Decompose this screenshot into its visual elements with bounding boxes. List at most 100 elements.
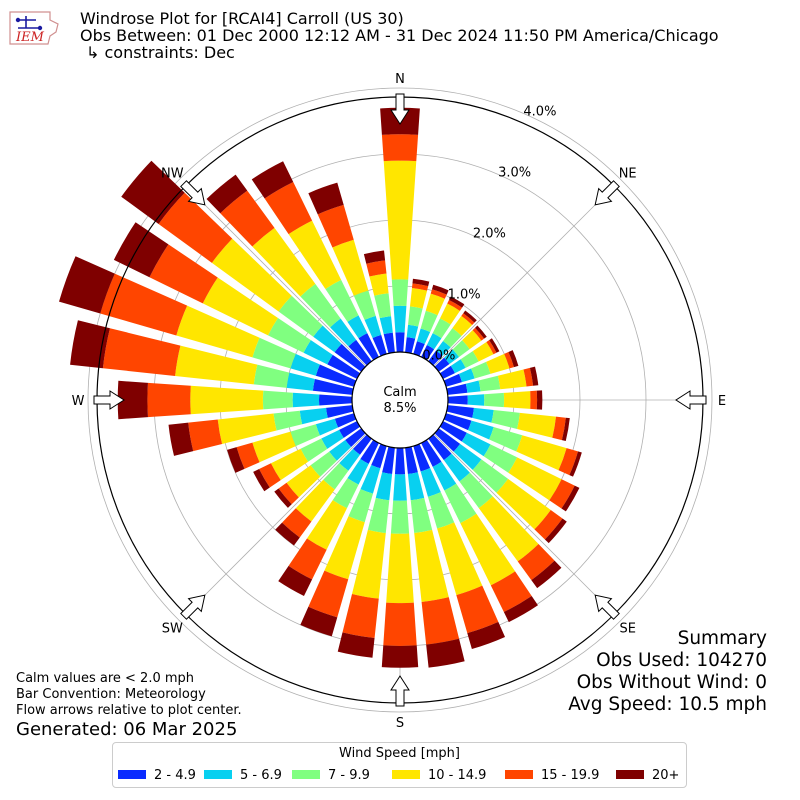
chart-constraints: ↳ constraints: Dec xyxy=(86,43,235,62)
windrose-bar-segment xyxy=(113,222,169,278)
windrose-bar-segment xyxy=(348,339,372,366)
windrose-bar-segment xyxy=(176,305,260,358)
windrose-bar-segment xyxy=(375,472,393,501)
windrose-bar-segment xyxy=(347,459,369,485)
windrose-bar-segment xyxy=(59,256,115,314)
windrose-bar-segment xyxy=(327,354,361,379)
windrose-bar-segment xyxy=(461,313,475,325)
windrose-bar-segment xyxy=(416,328,431,345)
windrose-bar-segment xyxy=(393,305,407,333)
chart-notes: Calm values are < 2.0 mph Bar Convention… xyxy=(16,671,242,719)
windrose-bar-segment xyxy=(443,413,472,431)
windrose-bar-segment xyxy=(381,134,419,162)
legend-label: 20+ xyxy=(652,768,680,783)
windrose-bar-segment xyxy=(383,332,395,354)
legend-label: 7 - 9.9 xyxy=(328,768,370,783)
windrose-bar-segment xyxy=(206,174,248,214)
calm-label: Calm xyxy=(383,385,416,400)
windrose-bar-segment xyxy=(444,349,460,364)
windrose-bar-segment xyxy=(497,369,527,390)
windrose-bar-segment xyxy=(460,513,516,586)
windrose-bar-segment xyxy=(282,508,312,538)
windrose-bar-segment xyxy=(251,161,294,199)
windrose-bar-segment xyxy=(310,451,337,477)
windrose-bar-segment xyxy=(530,390,538,410)
windrose-bar-segment xyxy=(393,474,407,501)
windrose-bar-segment xyxy=(299,407,328,425)
windrose-bar-segment xyxy=(334,413,357,428)
summary-box: Summary Obs Used: 104270 Obs Without Win… xyxy=(568,628,767,716)
windrose-bar-segment xyxy=(483,444,518,473)
windrose-bar-segment xyxy=(290,353,320,376)
windrose-bar-segment xyxy=(383,160,417,280)
windrose-bar-segment xyxy=(439,421,467,442)
windrose-bar-segment xyxy=(420,468,441,497)
windrose-bar-segment xyxy=(529,366,539,386)
windrose-bar-segment xyxy=(463,310,477,323)
windrose-bar-segment xyxy=(360,465,381,494)
windrose-bar-segment xyxy=(420,310,438,332)
compass-arrow xyxy=(675,390,707,410)
windrose-bar-segment xyxy=(290,424,320,447)
windrose-bar-segment xyxy=(421,597,460,645)
logo-text: IEM xyxy=(15,30,45,45)
windrose-bar-segment xyxy=(489,427,523,452)
windrose-bar-segment xyxy=(432,318,451,339)
radial-tick-label: 1.0% xyxy=(448,288,481,303)
legend-swatch xyxy=(118,770,146,779)
windrose-bar-segment xyxy=(569,451,582,477)
radial-tick-label: 4.0% xyxy=(523,105,556,120)
radial-tick-label: 2.0% xyxy=(473,227,506,242)
summary-avg-speed: Avg Speed: 10.5 mph xyxy=(568,694,767,715)
legend-item: 5 - 6.9 xyxy=(204,768,282,783)
windrose-bar-segment xyxy=(413,341,425,357)
windrose-bar-segment xyxy=(471,361,491,379)
windrose-bar-segment xyxy=(452,315,473,336)
windrose-bar-segment xyxy=(410,287,428,309)
windrose-bar-segment xyxy=(348,489,373,523)
windrose-bar-segment xyxy=(308,570,349,618)
windrose-bar-segment xyxy=(300,283,341,328)
windrose-bar-segment xyxy=(253,469,270,492)
legend-item: 2 - 4.9 xyxy=(118,768,196,783)
windrose-bar-segment xyxy=(236,442,260,469)
windrose-bar-segment xyxy=(491,410,520,429)
legend-label: 2 - 4.9 xyxy=(154,768,196,783)
windrose-bar-segment xyxy=(561,417,570,442)
windrose-bar-segment xyxy=(444,483,477,524)
windrose-bar-segment xyxy=(426,638,465,668)
windrose-bar-segment xyxy=(531,560,562,589)
compass-arrow xyxy=(390,93,410,125)
windrose-bar-segment xyxy=(352,529,386,599)
windrose-bar-segment xyxy=(395,332,405,353)
windrose-bar-segment xyxy=(452,340,470,357)
windrose-bar-segment xyxy=(472,341,494,362)
windrose-bar-segment xyxy=(503,391,531,409)
windrose-bar-segment xyxy=(558,448,579,476)
windrose-bar-segment xyxy=(308,182,344,215)
windrose-bar-segment xyxy=(358,333,379,361)
windrose-bar-segment xyxy=(383,602,417,647)
windrose-bar-segment xyxy=(406,324,419,339)
windrose-bar-segment xyxy=(321,429,344,449)
windrose-bar-segment xyxy=(503,595,538,623)
windrose-bar-segment xyxy=(332,239,369,296)
windrose-bar-segment xyxy=(536,390,543,410)
windrose-bar-segment xyxy=(175,345,258,385)
windrose-bar-segment xyxy=(428,350,443,366)
windrose-bar-segment xyxy=(371,443,387,469)
windrose-bar-segment xyxy=(270,448,309,481)
windrose-bar-segment xyxy=(386,533,414,604)
windrose-bar-segment xyxy=(472,407,494,423)
windrose-bar-segment xyxy=(434,357,450,372)
windrose-bar-segment xyxy=(147,382,191,418)
windrose-bar-segment xyxy=(286,465,321,498)
windrose-bar-segment xyxy=(490,571,532,613)
windrose-bar-segment xyxy=(337,632,375,658)
windrose-bar-segment xyxy=(367,497,390,534)
windrose-bar-segment xyxy=(461,432,491,457)
windrose-bar-segment xyxy=(300,606,338,637)
windrose-bar-segment xyxy=(394,447,406,475)
windrose-bar-segment xyxy=(275,522,300,546)
chart-header: Windrose Plot for [RCAI4] Carroll (US 30… xyxy=(80,10,719,61)
